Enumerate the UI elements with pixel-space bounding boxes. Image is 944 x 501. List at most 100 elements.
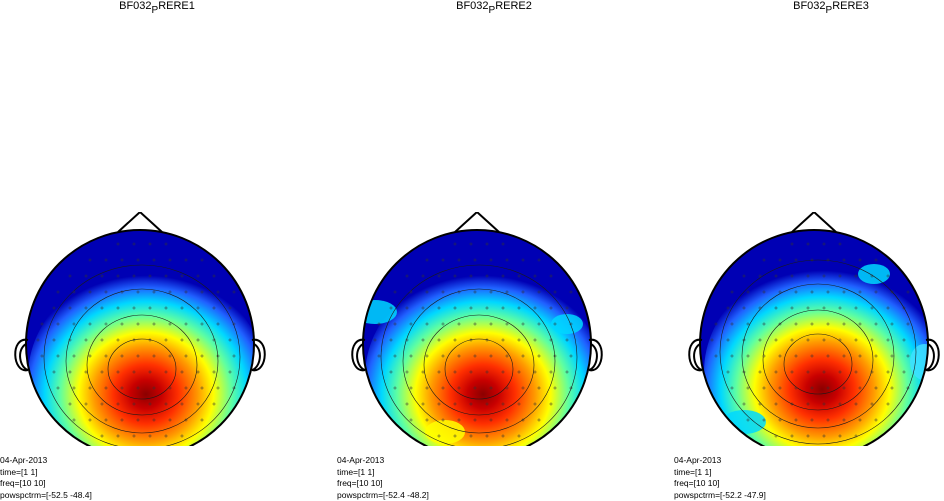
electrode-marker bbox=[505, 386, 509, 390]
electrode-marker bbox=[501, 274, 505, 278]
electrode-marker bbox=[501, 434, 505, 438]
electrode-marker bbox=[68, 370, 72, 374]
electrode-marker bbox=[810, 322, 814, 326]
electrode-marker bbox=[533, 370, 537, 374]
electrode-marker bbox=[549, 402, 553, 406]
electrode-marker bbox=[441, 354, 445, 358]
electrode-marker bbox=[196, 274, 200, 278]
electrode-marker bbox=[842, 290, 846, 294]
electrode-marker bbox=[421, 402, 425, 406]
electrode-marker bbox=[409, 322, 413, 326]
electrode-marker bbox=[469, 306, 473, 310]
electrode-marker bbox=[886, 274, 890, 278]
electrode-marker bbox=[148, 370, 152, 374]
electrode-marker bbox=[794, 354, 798, 358]
electrode-marker bbox=[136, 386, 140, 390]
electrode-marker bbox=[409, 386, 413, 390]
electrode-marker bbox=[553, 290, 557, 294]
panel-info: 04-Apr-2013 time=[1 1] freq=[10 10] pows… bbox=[0, 455, 92, 501]
electrode-marker bbox=[473, 322, 477, 326]
electrode-marker bbox=[874, 258, 878, 262]
electrode-marker bbox=[184, 418, 188, 422]
electrode-marker bbox=[232, 290, 236, 294]
electrode-marker bbox=[36, 338, 40, 342]
nose-outline bbox=[117, 212, 163, 233]
electrode-marker bbox=[136, 258, 140, 262]
electrode-marker bbox=[533, 274, 537, 278]
electrode-marker bbox=[758, 274, 762, 278]
electrode-marker bbox=[553, 322, 557, 326]
scalp-topography-map bbox=[14, 212, 266, 446]
electrode-marker bbox=[890, 290, 894, 294]
electrode-marker bbox=[72, 386, 76, 390]
right-ear-outline bbox=[588, 338, 603, 372]
electrode-marker bbox=[838, 306, 842, 310]
right-ear-outline bbox=[925, 338, 940, 372]
electrode-marker bbox=[517, 338, 521, 342]
electrode-marker bbox=[730, 386, 734, 390]
electrode-marker bbox=[501, 338, 505, 342]
electrode-marker bbox=[152, 322, 156, 326]
electrode-marker bbox=[485, 242, 489, 246]
electrode-marker bbox=[790, 402, 794, 406]
electrode-marker bbox=[148, 402, 152, 406]
electrode-marker bbox=[56, 290, 60, 294]
electrode-marker bbox=[822, 402, 826, 406]
electrode-marker bbox=[533, 338, 537, 342]
electrode-marker bbox=[389, 306, 393, 310]
electrode-marker bbox=[453, 274, 457, 278]
electrode-marker bbox=[212, 306, 216, 310]
electrode-marker bbox=[858, 418, 862, 422]
electrode-marker bbox=[489, 322, 493, 326]
electrode-marker bbox=[565, 338, 569, 342]
electrode-marker bbox=[132, 402, 136, 406]
electrode-marker bbox=[100, 370, 104, 374]
electrode-marker bbox=[393, 322, 397, 326]
electrode-marker bbox=[521, 290, 525, 294]
electrode-marker bbox=[710, 338, 714, 342]
electrode-marker bbox=[473, 418, 477, 422]
title-subscript: P bbox=[825, 5, 833, 16]
electrode-marker bbox=[517, 274, 521, 278]
electrode-marker bbox=[389, 370, 393, 374]
electrode-marker bbox=[441, 290, 445, 294]
electrode-marker bbox=[858, 354, 862, 358]
electrode-marker bbox=[774, 434, 778, 438]
electrode-marker bbox=[874, 418, 878, 422]
electrode-marker bbox=[746, 322, 750, 326]
electrode-marker bbox=[521, 322, 525, 326]
electrode-marker bbox=[393, 290, 397, 294]
electrode-marker bbox=[453, 434, 457, 438]
electrode-marker bbox=[762, 322, 766, 326]
electrode-marker bbox=[569, 354, 573, 358]
electrode-marker bbox=[100, 338, 104, 342]
electrode-marker bbox=[184, 354, 188, 358]
electrode-marker bbox=[742, 306, 746, 310]
electrode-marker bbox=[116, 274, 120, 278]
title-subscript: P bbox=[488, 5, 496, 16]
electrode-marker bbox=[377, 354, 381, 358]
electrode-marker bbox=[762, 258, 766, 262]
electrode-marker bbox=[854, 370, 858, 374]
electrode-marker bbox=[168, 290, 172, 294]
power-blob bbox=[722, 410, 766, 434]
electrode-marker bbox=[854, 434, 858, 438]
electrode-marker bbox=[437, 434, 441, 438]
electrode-marker bbox=[790, 338, 794, 342]
electrode-marker bbox=[56, 354, 60, 358]
electrode-marker bbox=[425, 386, 429, 390]
electrode-marker bbox=[565, 306, 569, 310]
electrode-marker bbox=[469, 370, 473, 374]
electrode-marker bbox=[810, 290, 814, 294]
electrode-marker bbox=[714, 322, 718, 326]
electrode-marker bbox=[68, 338, 72, 342]
electrode-marker bbox=[212, 274, 216, 278]
electrode-marker bbox=[746, 386, 750, 390]
electrode-marker bbox=[810, 418, 814, 422]
electrode-marker bbox=[501, 370, 505, 374]
scalp-topography-map bbox=[351, 212, 603, 446]
electrode-marker bbox=[854, 402, 858, 406]
electrode-marker bbox=[421, 370, 425, 374]
electrode-marker bbox=[489, 258, 493, 262]
electrode-marker bbox=[457, 354, 461, 358]
